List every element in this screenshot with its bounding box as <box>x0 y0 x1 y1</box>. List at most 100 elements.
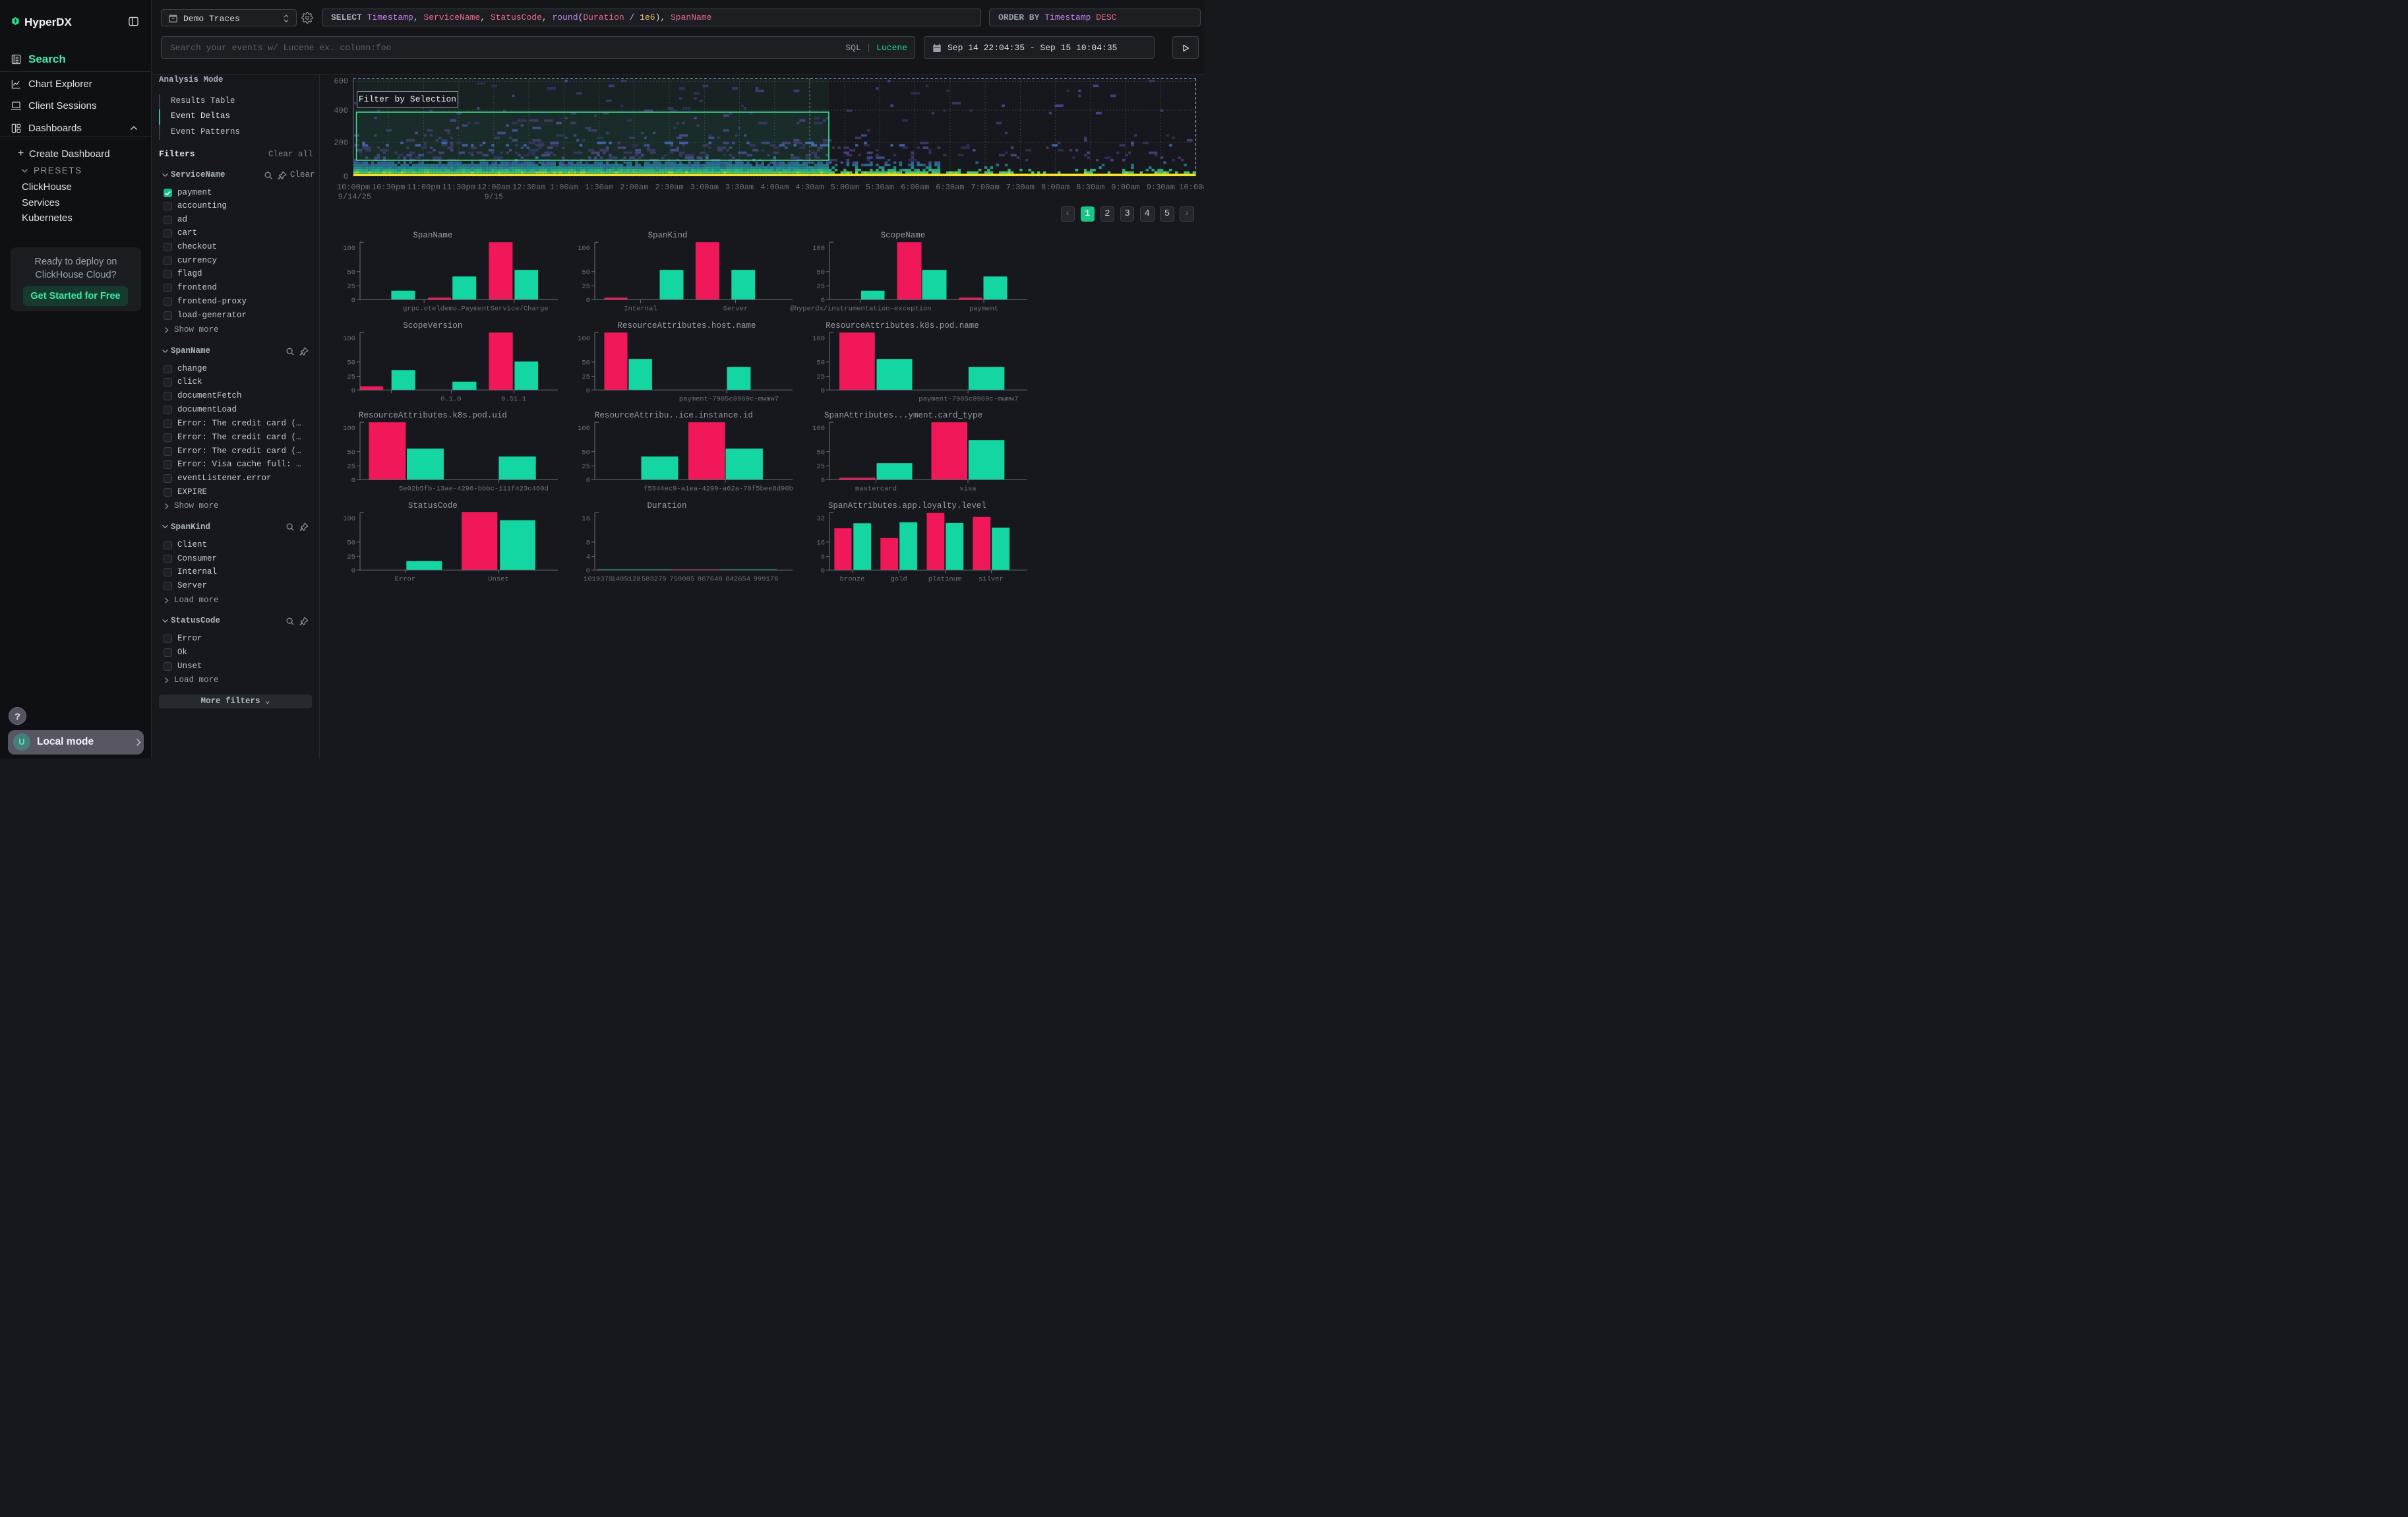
svg-text:25: 25 <box>816 464 825 472</box>
svg-text:payment-7985c8969c-mwmw7: payment-7985c8969c-mwmw7 <box>678 395 778 403</box>
svg-text:1019375: 1019375 <box>584 576 613 584</box>
svg-text:mastercard: mastercard <box>855 485 896 493</box>
svg-text:5:30am: 5:30am <box>866 183 894 192</box>
svg-text:25: 25 <box>816 373 825 381</box>
svg-text:0: 0 <box>586 387 589 395</box>
svg-text:grpc.oteldemo.PaymentService/C: grpc.oteldemo.PaymentService/Charge <box>403 305 549 313</box>
svg-text:10:30pm: 10:30pm <box>372 183 405 192</box>
svg-text:11:00pm: 11:00pm <box>407 183 440 192</box>
svg-text:25: 25 <box>347 283 355 291</box>
svg-text:400: 400 <box>334 106 348 115</box>
svg-text:12:00am: 12:00am <box>477 183 510 192</box>
svg-text:ResourceAttribu..ice.instance.: ResourceAttribu..ice.instance.id <box>594 411 752 420</box>
svg-text:ResourceAttributes.k8s.pod.nam: ResourceAttributes.k8s.pod.name <box>826 321 979 330</box>
svg-text:SpanAttributes.app.loyalty.lev: SpanAttributes.app.loyalty.level <box>828 501 986 511</box>
svg-text:Server: Server <box>723 305 748 313</box>
svg-text:100: 100 <box>343 335 355 343</box>
svg-text:SpanKind: SpanKind <box>647 231 687 240</box>
svg-text:0.1.0: 0.1.0 <box>440 395 462 403</box>
svg-text:6:30am: 6:30am <box>936 183 964 192</box>
svg-text:0: 0 <box>586 477 589 485</box>
svg-text:50: 50 <box>347 359 355 367</box>
svg-text:SpanAttributes...yment.card_ty: SpanAttributes...yment.card_type <box>824 411 982 420</box>
svg-text:bronze: bronze <box>839 576 864 584</box>
svg-text:8:00am: 8:00am <box>1041 183 1069 192</box>
svg-text:50: 50 <box>582 359 590 367</box>
svg-text:16: 16 <box>816 540 825 547</box>
svg-text:25: 25 <box>347 464 355 472</box>
svg-text:807648: 807648 <box>697 576 722 584</box>
svg-text:4: 4 <box>586 553 589 561</box>
svg-text:200: 200 <box>334 139 348 148</box>
svg-text:0: 0 <box>820 297 824 305</box>
svg-text:100: 100 <box>812 425 825 433</box>
svg-text:platinum: platinum <box>928 576 961 584</box>
svg-text:50: 50 <box>347 449 355 457</box>
svg-text:16: 16 <box>582 515 590 523</box>
svg-text:50: 50 <box>347 269 355 277</box>
svg-text:1:30am: 1:30am <box>585 183 613 192</box>
svg-text:visa: visa <box>959 485 976 493</box>
svg-text:0: 0 <box>351 477 355 485</box>
svg-text:7:00am: 7:00am <box>971 183 999 192</box>
svg-text:100: 100 <box>812 245 825 253</box>
svg-text:8: 8 <box>820 553 824 561</box>
svg-text:50: 50 <box>582 449 590 457</box>
svg-text:0: 0 <box>351 567 355 575</box>
svg-text:f5344ec9-a1ea-4290-a62a-78f5be: f5344ec9-a1ea-4290-a62a-78f5bee8d90b <box>644 485 793 493</box>
svg-text:7:30am: 7:30am <box>1006 183 1035 192</box>
svg-text:0: 0 <box>820 567 824 575</box>
svg-text:Error: Error <box>394 576 415 584</box>
svg-text:3:00am: 3:00am <box>690 183 719 192</box>
svg-text:25: 25 <box>582 373 590 381</box>
svg-text:100: 100 <box>343 515 355 523</box>
svg-text:3:30am: 3:30am <box>725 183 754 192</box>
svg-text:12:30am: 12:30am <box>512 183 545 192</box>
svg-text:11:30pm: 11:30pm <box>442 183 475 192</box>
svg-text:silver: silver <box>978 576 1003 584</box>
svg-text:25: 25 <box>582 283 590 291</box>
svg-text:0.51.1: 0.51.1 <box>501 395 526 403</box>
svg-text:100: 100 <box>812 335 825 343</box>
svg-text:9:00am: 9:00am <box>1111 183 1139 192</box>
svg-text:2:30am: 2:30am <box>655 183 683 192</box>
svg-text:50: 50 <box>816 359 825 367</box>
svg-text:gold: gold <box>890 576 907 584</box>
svg-text:9/15: 9/15 <box>484 193 503 202</box>
svg-text:9/14/25: 9/14/25 <box>338 193 371 202</box>
svg-text:0: 0 <box>586 567 589 575</box>
svg-text:SpanName: SpanName <box>413 231 452 240</box>
svg-text:25: 25 <box>582 464 590 472</box>
svg-text:10:00am: 10:00am <box>1179 183 1204 192</box>
svg-text:6:00am: 6:00am <box>901 183 929 192</box>
svg-text:50: 50 <box>816 449 825 457</box>
svg-text:0: 0 <box>820 387 824 395</box>
svg-text:999176: 999176 <box>753 576 778 584</box>
svg-text:1405128: 1405128 <box>611 576 640 584</box>
svg-text:0: 0 <box>586 297 589 305</box>
svg-text:Duration: Duration <box>647 501 686 511</box>
svg-text:100: 100 <box>578 245 590 253</box>
svg-text:2:00am: 2:00am <box>620 183 648 192</box>
svg-text:100: 100 <box>343 245 355 253</box>
svg-text:9:30am: 9:30am <box>1147 183 1175 192</box>
svg-text:payment-7985c8969c-mwmw7: payment-7985c8969c-mwmw7 <box>918 395 1018 403</box>
svg-text:1:00am: 1:00am <box>550 183 578 192</box>
svg-text:600: 600 <box>334 77 348 86</box>
svg-text:25: 25 <box>816 283 825 291</box>
svg-text:ScopeName: ScopeName <box>880 231 925 240</box>
svg-text:8: 8 <box>586 540 589 547</box>
svg-text:0: 0 <box>351 387 355 395</box>
svg-text:0: 0 <box>344 172 348 181</box>
svg-text:100: 100 <box>343 425 355 433</box>
svg-text:759085: 759085 <box>669 576 694 584</box>
svg-text:4:30am: 4:30am <box>795 183 824 192</box>
svg-text:0: 0 <box>820 477 824 485</box>
svg-text:32: 32 <box>816 515 825 523</box>
svg-text:50: 50 <box>347 540 355 547</box>
svg-text:ScopeVersion: ScopeVersion <box>403 321 462 330</box>
svg-text:ResourceAttributes.k8s.pod.uid: ResourceAttributes.k8s.pod.uid <box>358 411 506 420</box>
svg-text:50: 50 <box>816 269 825 277</box>
svg-text:842654: 842654 <box>725 576 750 584</box>
svg-text:10:00pm: 10:00pm <box>337 183 370 192</box>
